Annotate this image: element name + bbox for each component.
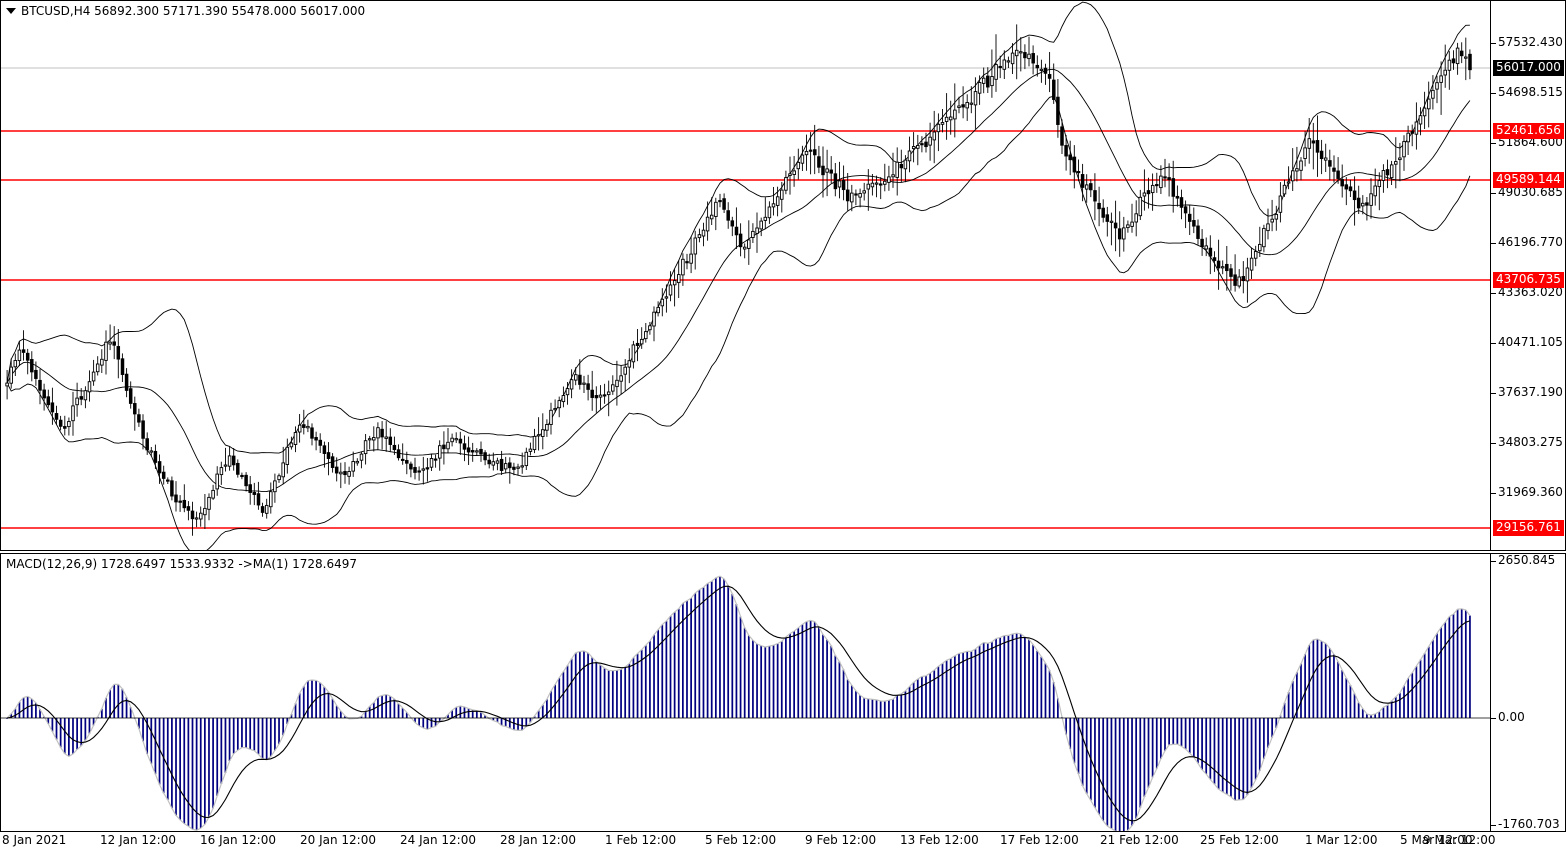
tick-dash [1491, 825, 1496, 826]
tick-dash [1491, 43, 1496, 44]
time-axis-label: 1 Mar 12:00 [1305, 833, 1378, 847]
time-axis-label: 9 Mar 12:00 [1423, 833, 1496, 847]
time-axis-label: 13 Feb 12:00 [900, 833, 979, 847]
tick-dash [1491, 493, 1496, 494]
price-tick-label: 51864.600 [1498, 135, 1563, 149]
price-tick-label: 49030.685 [1498, 185, 1563, 199]
macd-tick-label: -1760.703 [1498, 817, 1560, 831]
time-axis-label: 25 Feb 12:00 [1200, 833, 1279, 847]
price-tick-label: 43363.020 [1498, 285, 1563, 299]
time-axis-label: 21 Feb 12:00 [1100, 833, 1179, 847]
price-tick-label: 46196.770 [1498, 235, 1563, 249]
chart-symbol-text: BTCUSD,H4 56892.300 57171.390 55478.000 … [21, 4, 366, 18]
price-scale[interactable]: 57532.430 54698.515 51864.600 49030.685 4619… [1491, 0, 1566, 551]
tick-dash [1491, 561, 1496, 562]
macd-plot-area[interactable] [1, 554, 1490, 831]
price-tick-label: 54698.515 [1498, 85, 1563, 99]
price-plot-area[interactable] [1, 1, 1490, 550]
price-level-label[interactable]: 49589.144 [1493, 172, 1564, 188]
tick-dash [1491, 718, 1496, 719]
time-axis: 8 Jan 2021 12 Jan 12:00 16 Jan 12:00 20 Jan… [0, 832, 1496, 850]
price-tick-label: 34803.275 [1498, 435, 1563, 449]
price-level-label[interactable]: 29156.761 [1493, 520, 1564, 536]
tick-dash [1491, 293, 1496, 294]
price-tick-label: 37637.190 [1498, 385, 1563, 399]
time-axis-label: 12 Jan 12:00 [100, 833, 176, 847]
current-price-label[interactable]: 56017.000 [1493, 60, 1564, 76]
time-axis-label: 5 Mar 12:00 [1400, 833, 1473, 847]
price-chart-panel[interactable] [0, 0, 1491, 551]
time-axis-label: 24 Jan 12:00 [400, 833, 476, 847]
price-tick-label: 31969.360 [1498, 485, 1563, 499]
time-axis-label: 28 Jan 12:00 [500, 833, 576, 847]
chevron-down-icon[interactable] [6, 8, 16, 14]
tick-dash [1491, 193, 1496, 194]
price-tick-label: 40471.105 [1498, 335, 1563, 349]
macd-plot-svg [1, 575, 1490, 831]
macd-tick-label: 0.00 [1498, 710, 1525, 724]
macd-scale: 2650.845 0.00 -1760.703 [1491, 553, 1566, 832]
tick-dash [1491, 343, 1496, 344]
chart-symbol-header: BTCUSD,H4 56892.300 57171.390 55478.000 … [6, 4, 365, 18]
price-tick-label: 57532.430 [1498, 35, 1563, 49]
price-plot-svg [1, 1, 1490, 550]
tick-dash [1491, 143, 1496, 144]
price-level-label[interactable]: 52461.656 [1493, 123, 1564, 139]
time-axis-label: 5 Feb 12:00 [705, 833, 777, 847]
tick-dash [1491, 443, 1496, 444]
macd-indicator-label: MACD(12,26,9) 1728.6497 1533.9332 ->MA(1… [6, 557, 358, 571]
time-axis-label: 9 Feb 12:00 [805, 833, 877, 847]
macd-indicator-panel[interactable] [0, 553, 1491, 832]
tick-dash [1491, 393, 1496, 394]
time-axis-label: 8 Jan 2021 [2, 833, 67, 847]
macd-tick-label: 2650.845 [1498, 553, 1556, 567]
time-axis-label: 17 Feb 12:00 [1000, 833, 1079, 847]
price-level-label[interactable]: 43706.735 [1493, 272, 1564, 288]
tick-dash [1491, 243, 1496, 244]
time-axis-label: 1 Feb 12:00 [605, 833, 677, 847]
time-axis-label: 20 Jan 12:00 [300, 833, 376, 847]
time-axis-label: 16 Jan 12:00 [200, 833, 276, 847]
tick-dash [1491, 93, 1496, 94]
